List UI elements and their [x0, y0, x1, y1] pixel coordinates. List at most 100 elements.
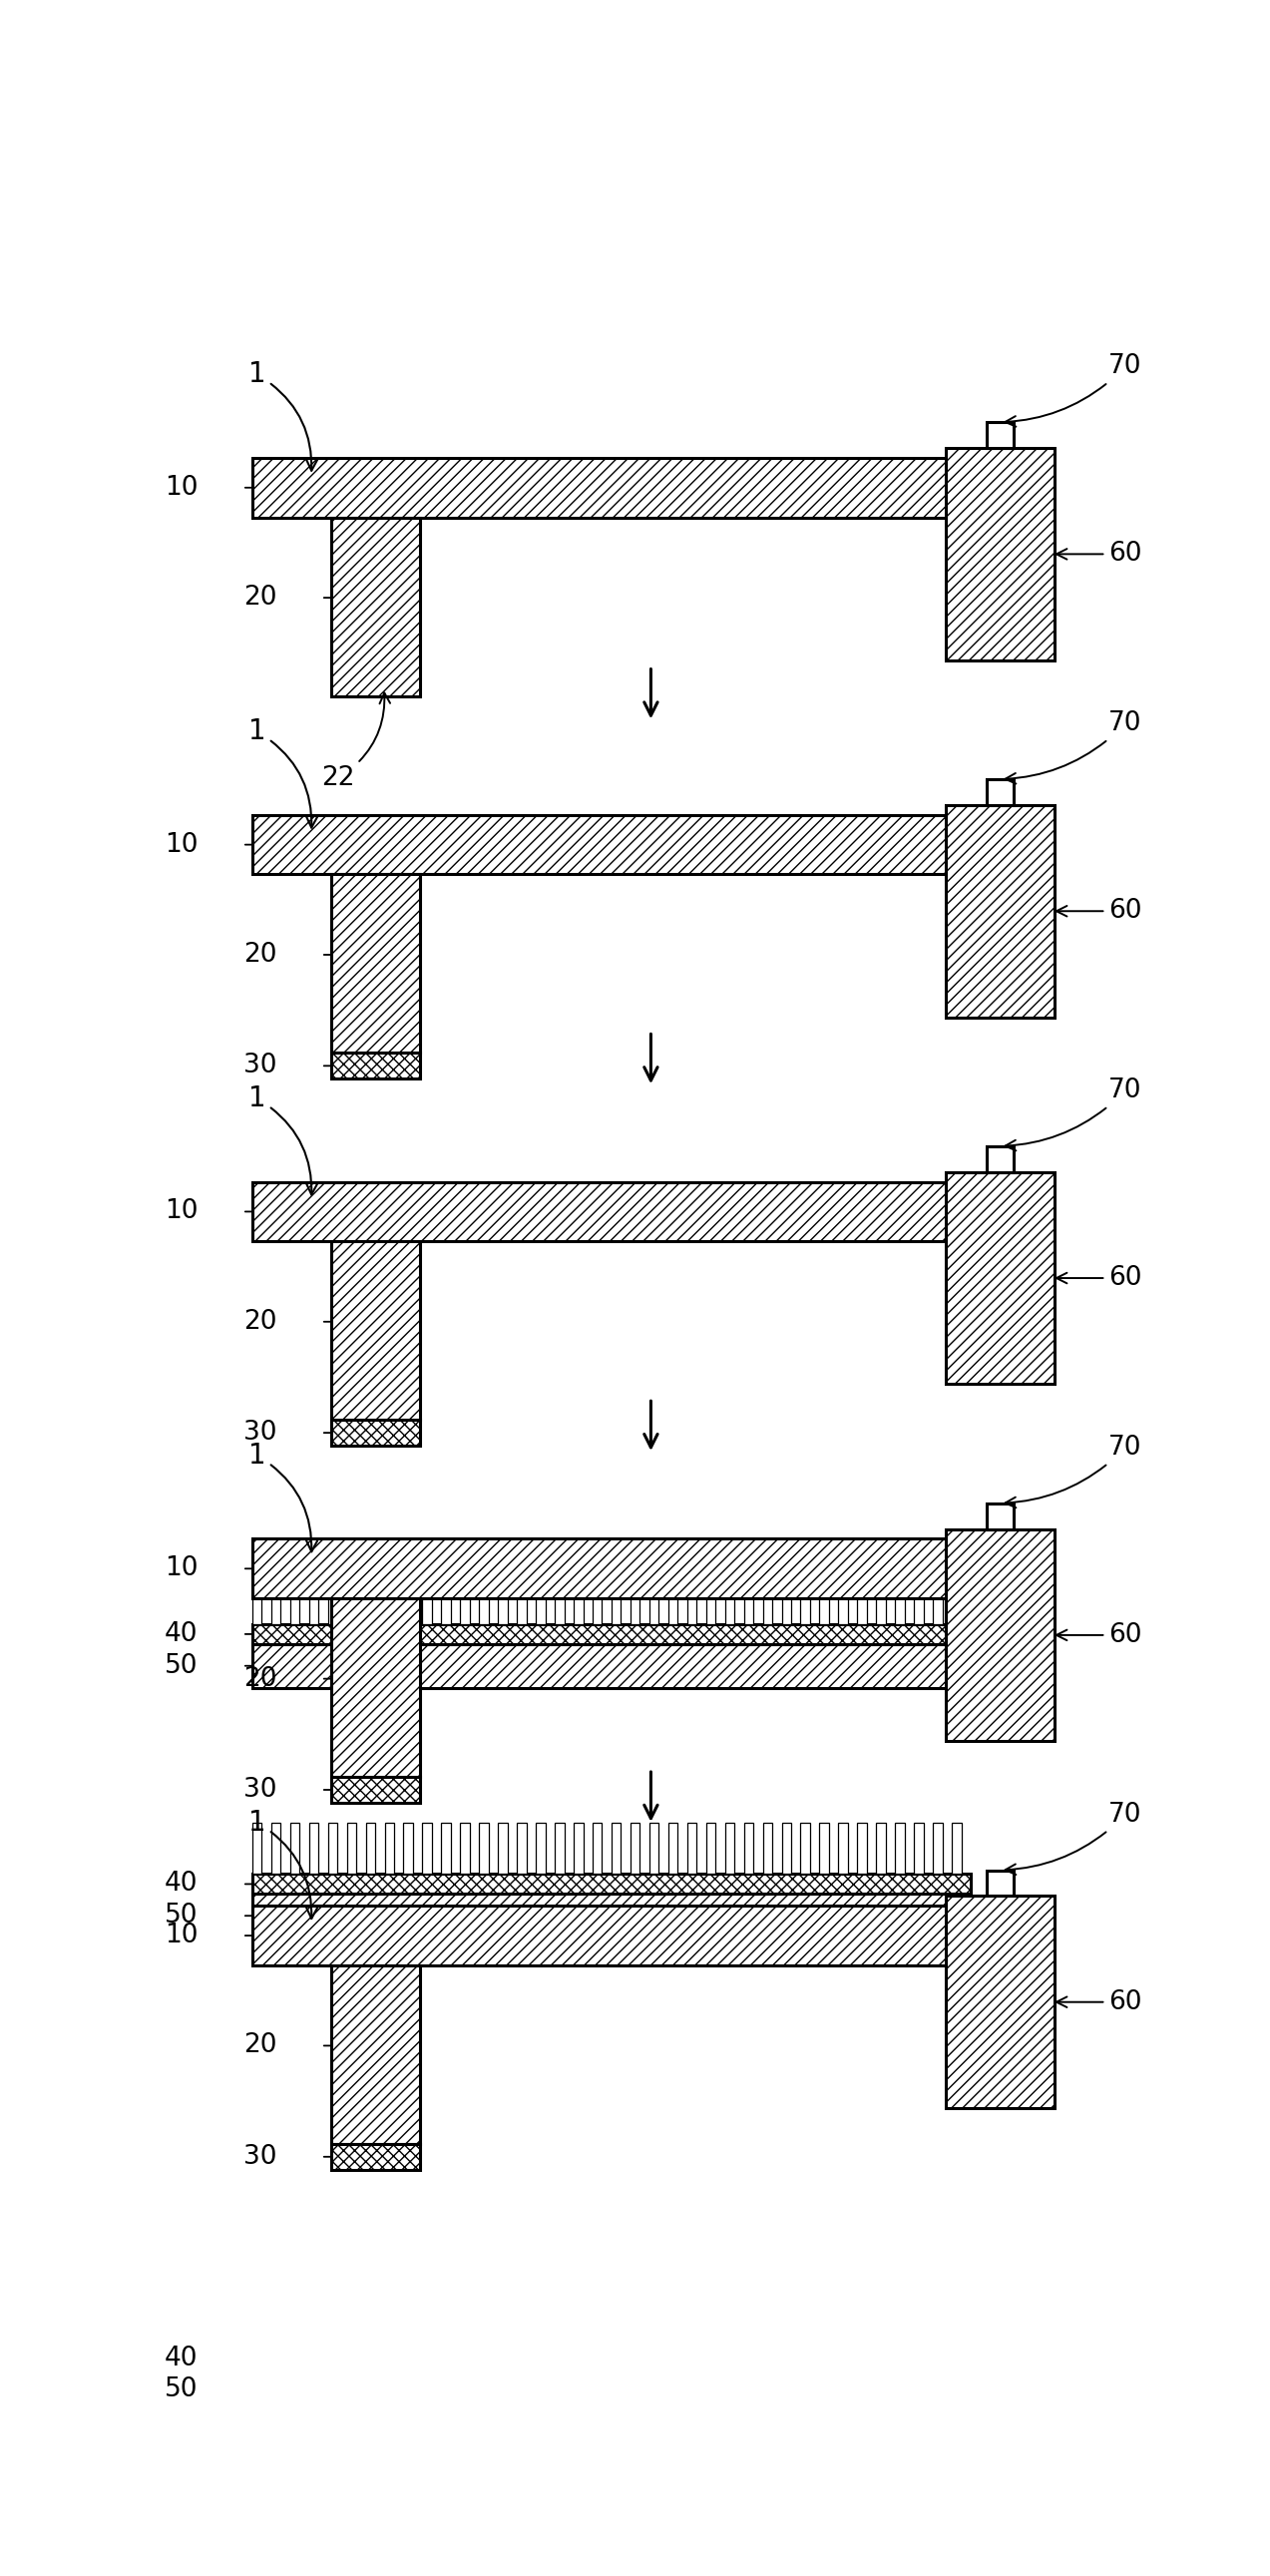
Bar [253, 1893, 970, 1937]
Bar [498, 1571, 508, 1625]
Bar [946, 1530, 1054, 1741]
Bar [253, 1538, 986, 1597]
Bar [253, 1906, 986, 1965]
Bar [838, 2298, 848, 2349]
Bar [347, 1571, 357, 1625]
Bar [987, 1146, 1013, 1172]
Bar [423, 1824, 432, 1875]
Bar [857, 2298, 866, 2349]
Bar [309, 1571, 319, 1625]
Bar [649, 1824, 659, 1875]
Text: 60: 60 [1057, 1623, 1142, 1649]
Bar [687, 1571, 696, 1625]
Bar [725, 1571, 734, 1625]
Bar [366, 1824, 375, 1875]
Bar [668, 1571, 678, 1625]
Bar [460, 2298, 470, 2349]
Bar [630, 2298, 640, 2349]
Text: 70: 70 [1006, 1435, 1142, 1507]
Bar [933, 1824, 942, 1875]
Bar [272, 1571, 281, 1625]
Bar [895, 1571, 904, 1625]
Bar [574, 1571, 583, 1625]
Bar [517, 1571, 527, 1625]
Bar [946, 1172, 1054, 1383]
Bar [914, 1824, 923, 1875]
Bar [914, 2298, 923, 2349]
Text: 70: 70 [1006, 711, 1142, 783]
Bar [385, 1824, 394, 1875]
Bar [895, 1824, 904, 1875]
Text: 10: 10 [165, 1922, 198, 1947]
Bar [593, 2298, 602, 2349]
Bar [460, 1571, 470, 1625]
Text: 1: 1 [249, 1808, 318, 1919]
Bar [331, 1242, 419, 1419]
Bar [331, 518, 419, 696]
Bar [555, 1824, 564, 1875]
Text: 1: 1 [249, 1443, 318, 1551]
Bar [366, 1571, 375, 1625]
Bar [498, 1824, 508, 1875]
Bar [536, 2298, 545, 2349]
Bar [309, 1824, 319, 1875]
Bar [630, 1571, 640, 1625]
Text: 1: 1 [249, 719, 318, 827]
Bar [253, 814, 986, 873]
Bar [987, 422, 1013, 448]
Bar [987, 778, 1013, 804]
Text: 60: 60 [1057, 1989, 1142, 2014]
Bar [331, 1597, 419, 1777]
Bar [517, 1824, 527, 1875]
Bar [404, 1571, 413, 1625]
Bar [309, 2298, 319, 2349]
Bar [612, 1824, 621, 1875]
Bar [630, 1824, 640, 1875]
Bar [857, 1571, 866, 1625]
Text: 20: 20 [244, 1667, 277, 1692]
Bar [951, 1571, 961, 1625]
Text: 20: 20 [244, 2032, 277, 2058]
Bar [781, 1824, 791, 1875]
Text: 70: 70 [1006, 1077, 1142, 1151]
Bar [442, 2298, 451, 2349]
Bar [876, 1571, 885, 1625]
Bar [253, 1824, 262, 1875]
Text: 20: 20 [244, 585, 277, 611]
Bar [706, 2298, 715, 2349]
Bar [331, 2143, 419, 2169]
Bar [460, 1824, 470, 1875]
Text: 70: 70 [1006, 353, 1142, 428]
Bar [763, 1824, 772, 1875]
Bar [687, 1824, 696, 1875]
Text: 40: 40 [165, 2344, 198, 2370]
Bar [800, 1571, 810, 1625]
Bar [479, 2298, 489, 2349]
Bar [328, 1571, 338, 1625]
Bar [819, 1824, 829, 1875]
Text: 30: 30 [244, 1419, 277, 1445]
Text: 50: 50 [165, 2378, 198, 2403]
Bar [819, 1571, 829, 1625]
Text: 60: 60 [1057, 899, 1142, 925]
Bar [876, 2298, 885, 2349]
Bar [479, 1571, 489, 1625]
Bar [331, 1419, 419, 1445]
Text: 60: 60 [1057, 541, 1142, 567]
Text: 30: 30 [244, 1054, 277, 1079]
Bar [253, 459, 986, 518]
Bar [272, 2298, 281, 2349]
Bar [668, 2298, 678, 2349]
Bar [951, 2298, 961, 2349]
Text: 10: 10 [165, 832, 198, 858]
Bar [272, 1824, 281, 1875]
Bar [328, 1824, 338, 1875]
Bar [763, 2298, 772, 2349]
Bar [404, 1824, 413, 1875]
Text: 70: 70 [1006, 1801, 1142, 1875]
Bar [253, 1643, 970, 1687]
Text: 30: 30 [244, 2143, 277, 2169]
Bar [800, 1824, 810, 1875]
Bar [895, 2298, 904, 2349]
Text: 40: 40 [165, 1620, 198, 1646]
